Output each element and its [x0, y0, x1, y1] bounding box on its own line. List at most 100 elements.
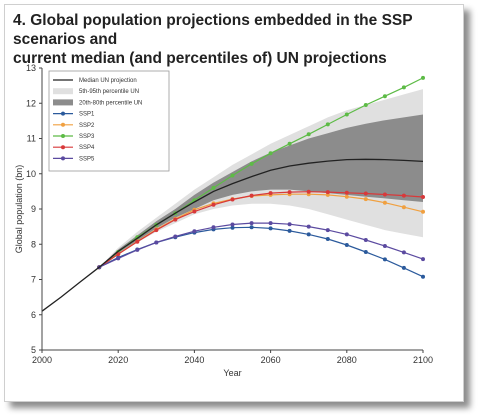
data-point-ssp4-2040 — [192, 209, 197, 214]
data-point-ssp2-2075 — [325, 192, 330, 197]
figure-title-line-1: 4. Global population projections embedde… — [13, 12, 413, 48]
y-tick-label-11: 11 — [27, 134, 36, 144]
data-point-ssp1-2070 — [306, 232, 311, 237]
y-tick-label-9: 9 — [31, 204, 36, 214]
y-tick-label-7: 7 — [31, 275, 36, 285]
data-point-ssp4-2085 — [363, 191, 368, 196]
data-point-ssp5-2030 — [154, 240, 159, 245]
legend-marker-ssp5 — [61, 156, 65, 161]
data-point-ssp4-2095 — [401, 193, 406, 198]
legend-marker-ssp1 — [61, 111, 65, 116]
data-point-ssp4-2035 — [173, 217, 178, 222]
y-tick-label-8: 8 — [31, 239, 36, 249]
data-point-ssp3-2065 — [287, 141, 292, 146]
data-point-ssp4-2020 — [116, 252, 121, 257]
x-tick-label-2080: 2080 — [337, 355, 357, 365]
y-tick-label-10: 10 — [26, 169, 36, 179]
x-axis-label: Year — [223, 368, 241, 378]
data-point-ssp4-2060 — [268, 191, 273, 196]
data-point-ssp5-2040 — [192, 229, 197, 234]
data-point-ssp3-2070 — [306, 132, 311, 137]
series-line-ssp5 — [98, 222, 424, 268]
data-point-ssp3-2075 — [325, 122, 330, 127]
series-line-un-median — [41, 158, 424, 312]
data-point-ssp5-2035 — [173, 234, 178, 239]
data-point-ssp5-2085 — [363, 238, 368, 242]
y-axis-label: Global population (bn) — [14, 165, 24, 254]
data-point-ssp1-2075 — [325, 237, 330, 241]
data-point-ssp3-2090 — [382, 94, 387, 99]
legend-label-ssp5: SSP5 — [79, 156, 95, 162]
data-point-ssp4-2025 — [135, 239, 140, 244]
legend-label-20th-80th-percentile-un: 20th-80th percentile UN — [79, 100, 142, 106]
legend-swatch-5th-95th-percentile-un — [53, 88, 73, 95]
data-point-ssp5-2070 — [306, 224, 311, 229]
legend-label-ssp4: SSP4 — [79, 145, 95, 151]
y-tick-label-5: 5 — [31, 345, 36, 355]
data-point-ssp1-2060 — [268, 226, 273, 231]
data-point-ssp5-2100 — [421, 257, 425, 262]
data-point-ssp4-2090 — [382, 192, 387, 197]
data-point-ssp2-2085 — [363, 197, 368, 202]
data-point-ssp3-2045 — [211, 185, 216, 190]
data-point-ssp3-2060 — [268, 151, 273, 156]
data-point-ssp3-2100 — [421, 75, 425, 80]
series-line-ssp4 — [98, 191, 424, 268]
data-point-ssp3-2085 — [363, 103, 368, 107]
x-tick-label-2000: 2000 — [32, 355, 52, 365]
legend-marker-ssp3 — [61, 134, 65, 138]
x-tick-label-2040: 2040 — [184, 355, 204, 365]
x-tick-label-2100: 2100 — [413, 355, 433, 365]
data-point-ssp5-2065 — [287, 222, 292, 227]
data-point-ssp3-2050 — [230, 173, 235, 178]
data-point-ssp4-2045 — [211, 202, 216, 207]
data-point-ssp3-2080 — [344, 112, 349, 117]
legend-label-ssp2: SSP2 — [79, 123, 95, 129]
x-tick-label-2020: 2020 — [108, 355, 128, 365]
data-point-ssp1-2100 — [421, 274, 425, 279]
legend-swatch-20th-80th-percentile-un — [53, 99, 73, 106]
data-point-ssp5-2050 — [230, 222, 235, 227]
legend-marker-ssp4 — [61, 145, 65, 150]
data-point-ssp5-2025 — [135, 247, 140, 252]
data-point-ssp3-2055 — [249, 161, 254, 166]
data-point-ssp5-2045 — [211, 225, 216, 230]
data-point-ssp1-2090 — [382, 257, 387, 262]
y-tick-label-6: 6 — [31, 310, 36, 320]
legend-marker-ssp2 — [61, 122, 65, 127]
data-point-ssp4-2055 — [249, 193, 254, 198]
y-tick-label-12: 12 — [26, 98, 36, 108]
data-point-ssp2-2100 — [421, 209, 425, 214]
band-20th-80th-percentile — [99, 114, 423, 268]
data-point-ssp1-2055 — [249, 225, 254, 230]
data-point-ssp5-2075 — [325, 228, 330, 233]
legend-label-ssp3: SSP3 — [79, 134, 95, 140]
legend-label-5th-95th-percentile-un: 5th-95th percentile UN — [79, 89, 139, 95]
figure-title: 4. Global population projections embedde… — [13, 11, 463, 68]
data-point-ssp1-2095 — [401, 265, 406, 270]
legend-label-ssp1: SSP1 — [79, 112, 95, 118]
data-point-ssp2-2080 — [344, 194, 349, 199]
data-point-ssp4-2065 — [287, 190, 292, 195]
data-point-ssp4-2100 — [421, 195, 425, 199]
data-point-ssp5-2080 — [344, 232, 349, 237]
data-point-ssp1-2050 — [230, 225, 235, 230]
data-point-ssp2-2090 — [382, 200, 387, 205]
legend-label-median-un-projection: Median UN projection — [79, 78, 137, 84]
data-point-ssp4-2070 — [306, 189, 311, 194]
y-tick-label-13: 13 — [26, 63, 36, 73]
data-point-ssp4-2080 — [344, 190, 349, 195]
data-point-ssp4-2075 — [325, 190, 330, 195]
data-point-ssp1-2085 — [363, 250, 368, 254]
x-tick-label-2060: 2060 — [261, 355, 281, 365]
data-point-ssp2-2095 — [401, 205, 406, 210]
data-point-ssp1-2080 — [344, 243, 349, 247]
legend-box — [48, 70, 170, 172]
figure-title-line-2: current median (and percentiles of) UN p… — [13, 50, 387, 67]
data-point-ssp5-2095 — [401, 250, 406, 255]
data-point-ssp3-2095 — [401, 85, 406, 90]
data-point-ssp4-2030 — [154, 228, 159, 233]
data-point-ssp5-2060 — [268, 221, 273, 226]
data-point-ssp5-2020 — [116, 256, 121, 261]
